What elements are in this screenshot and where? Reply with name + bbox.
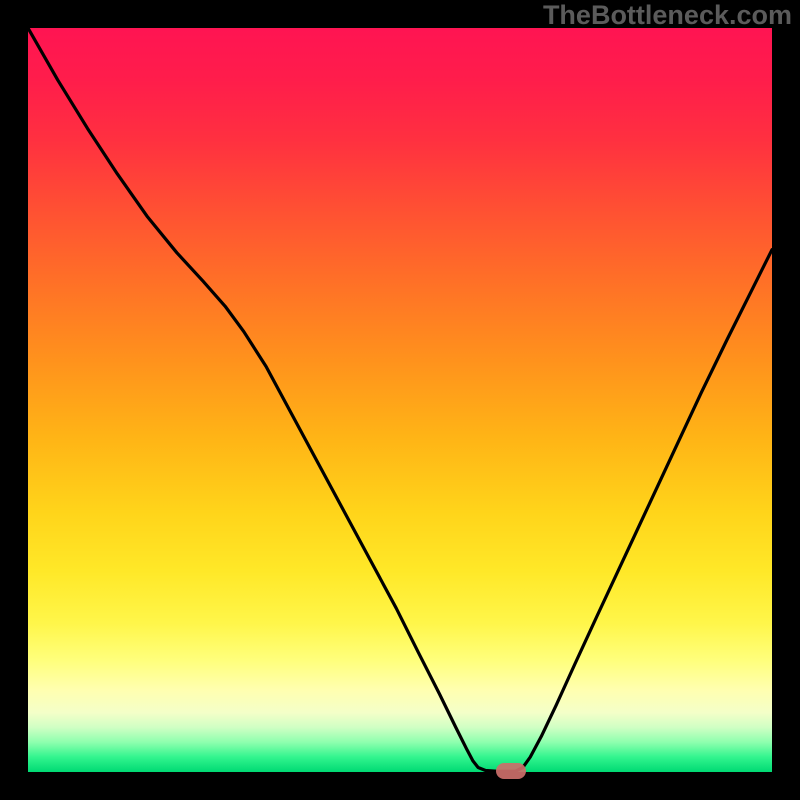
frame-right [772, 0, 800, 800]
bottleneck-curve [28, 28, 772, 771]
frame-left [0, 0, 28, 800]
chart-container: TheBottleneck.com [0, 0, 800, 800]
plot-area [28, 28, 772, 772]
frame-bottom [0, 772, 800, 800]
curve-svg [28, 28, 772, 772]
watermark-text: TheBottleneck.com [543, 0, 792, 31]
optimum-marker [496, 763, 526, 779]
